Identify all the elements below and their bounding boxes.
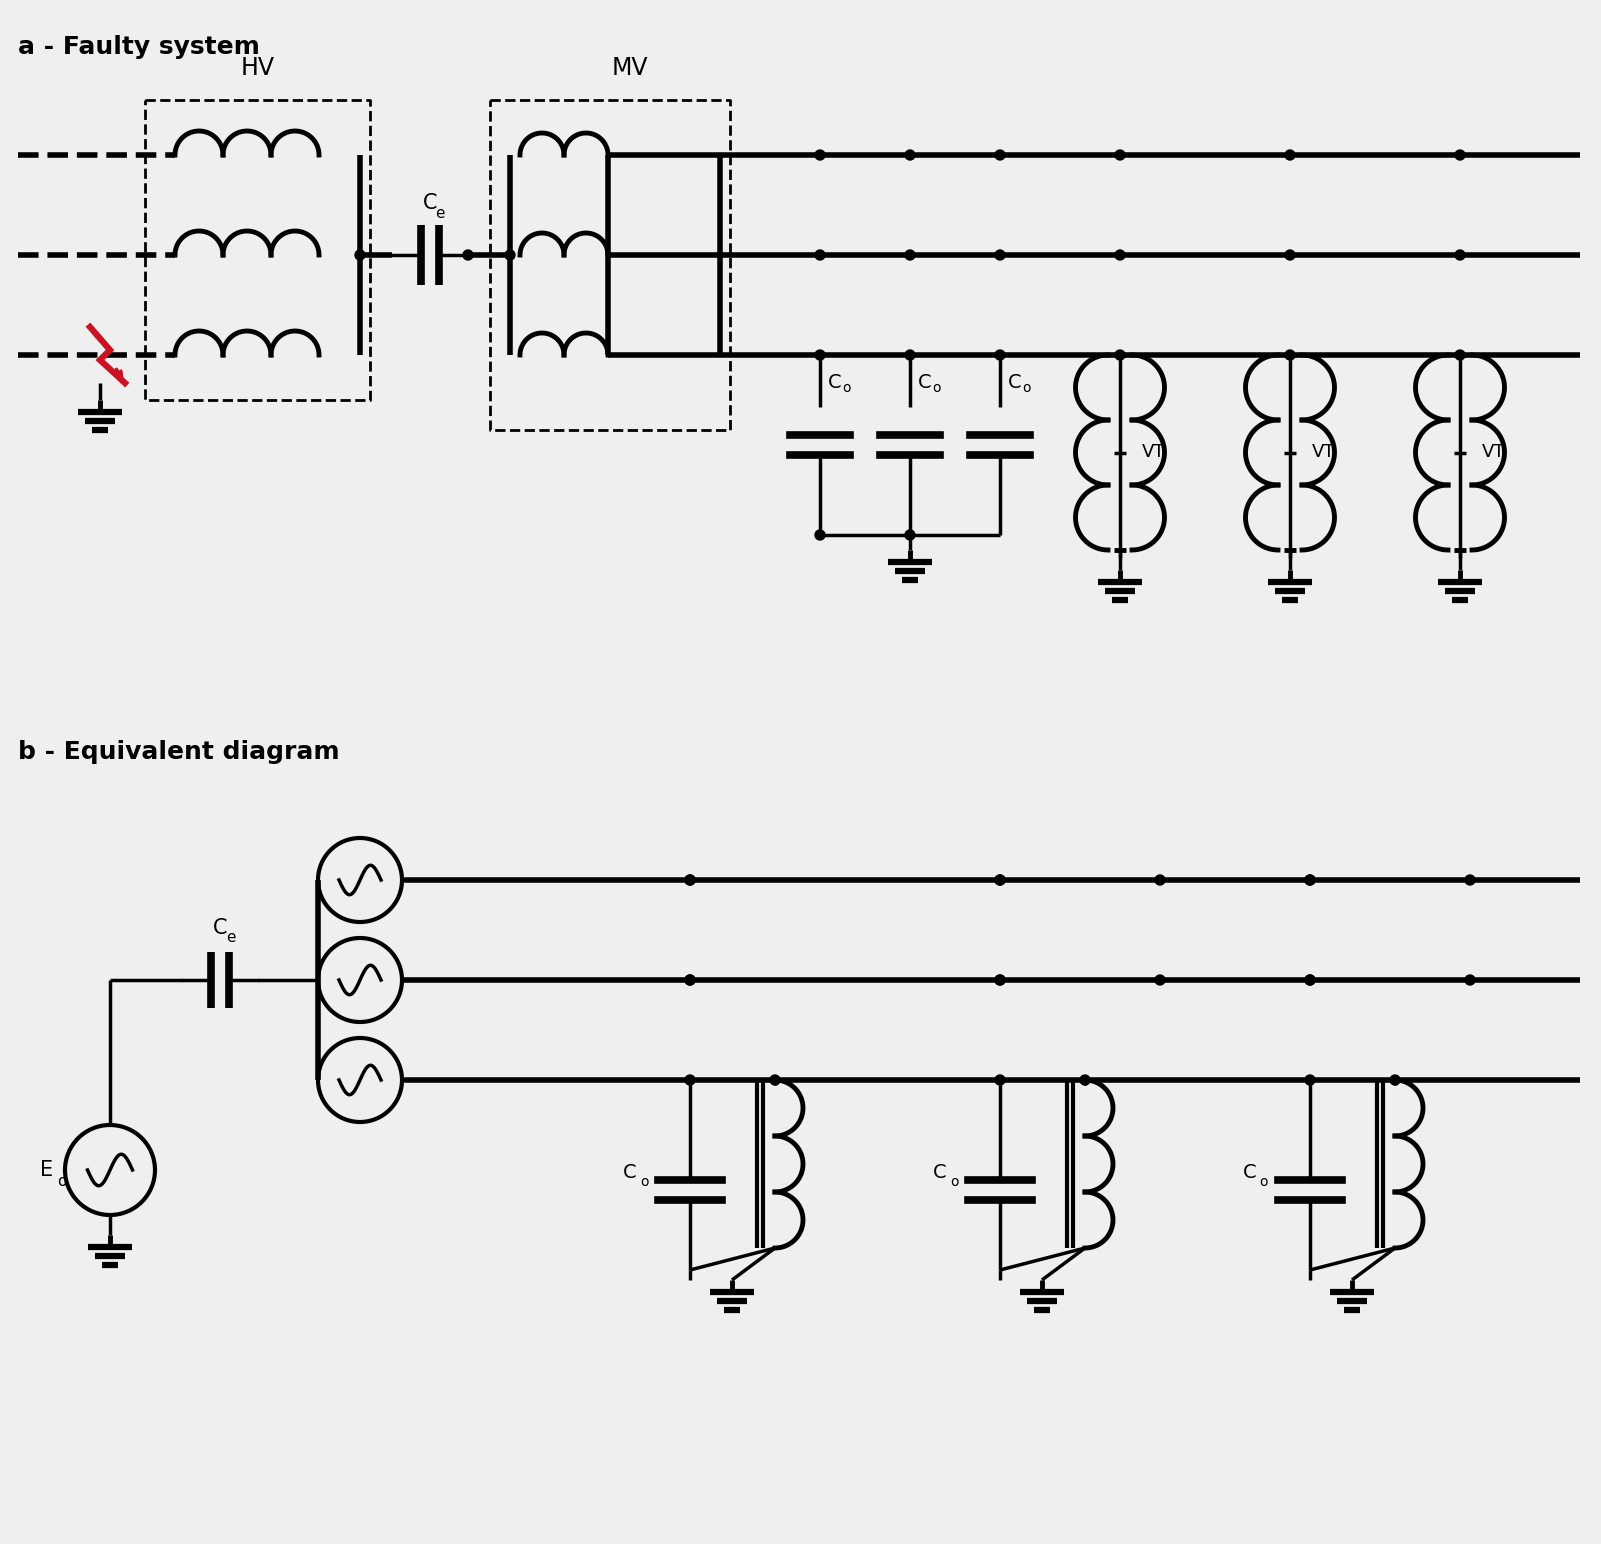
Text: C: C [1009,374,1021,392]
Circle shape [1305,974,1314,985]
Circle shape [994,350,1005,360]
Circle shape [1114,150,1126,161]
Circle shape [994,150,1005,161]
Circle shape [1455,350,1465,360]
Circle shape [1286,150,1295,161]
Circle shape [1465,875,1475,885]
Circle shape [685,1075,695,1085]
Circle shape [994,1075,1005,1085]
Text: C: C [828,374,842,392]
Text: C: C [1244,1163,1257,1181]
Circle shape [905,350,916,360]
Circle shape [815,150,825,161]
Circle shape [1114,250,1126,259]
Circle shape [1390,1075,1399,1085]
Text: C: C [423,193,437,213]
Circle shape [905,250,916,259]
Circle shape [1305,974,1314,985]
Circle shape [1154,974,1166,985]
Text: MV: MV [612,56,648,80]
Text: C: C [917,374,932,392]
Circle shape [994,974,1005,985]
Text: o: o [56,1175,66,1189]
Circle shape [994,250,1005,259]
Circle shape [1114,350,1126,360]
Circle shape [770,1075,780,1085]
Text: o: o [1021,381,1031,395]
Text: C: C [213,919,227,939]
Circle shape [463,250,472,259]
Circle shape [994,875,1005,885]
Circle shape [1455,150,1465,161]
Circle shape [1305,875,1314,885]
Text: o: o [949,1175,959,1189]
Circle shape [355,250,365,259]
Text: o: o [1260,1175,1268,1189]
Circle shape [1455,250,1465,259]
Text: C: C [933,1163,946,1181]
Text: C: C [623,1163,637,1181]
Circle shape [504,250,516,259]
Circle shape [685,875,695,885]
Circle shape [1465,974,1475,985]
Text: VT: VT [1142,443,1166,462]
Text: b - Equivalent diagram: b - Equivalent diagram [18,740,339,764]
Text: e: e [435,205,445,221]
Text: o: o [640,1175,648,1189]
Text: a - Faulty system: a - Faulty system [18,36,259,59]
Circle shape [685,875,695,885]
Circle shape [1081,1075,1090,1085]
Circle shape [815,350,825,360]
Circle shape [994,974,1005,985]
Circle shape [1305,1075,1314,1085]
Text: e: e [226,931,235,945]
Circle shape [815,250,825,259]
Circle shape [1154,875,1166,885]
Circle shape [685,974,695,985]
Text: o: o [842,381,850,395]
Circle shape [1286,350,1295,360]
Circle shape [994,875,1005,885]
Text: o: o [932,381,940,395]
Circle shape [1286,250,1295,259]
Text: HV: HV [240,56,274,80]
Circle shape [815,530,825,540]
Circle shape [905,530,916,540]
Text: VT: VT [1311,443,1335,462]
Circle shape [685,974,695,985]
Text: E: E [40,1160,53,1180]
Circle shape [1305,875,1314,885]
Text: VT: VT [1483,443,1505,462]
Circle shape [905,150,916,161]
